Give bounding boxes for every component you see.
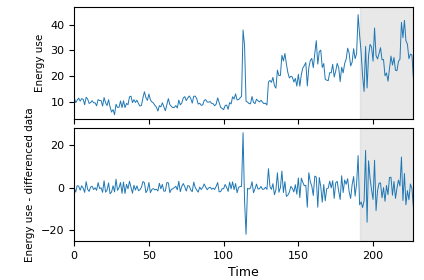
- X-axis label: Time: Time: [229, 266, 259, 279]
- Bar: [360, 129, 413, 241]
- Y-axis label: Energy use - differenced data: Energy use - differenced data: [25, 107, 36, 262]
- Y-axis label: Energy use: Energy use: [35, 34, 45, 92]
- Bar: [360, 7, 413, 119]
